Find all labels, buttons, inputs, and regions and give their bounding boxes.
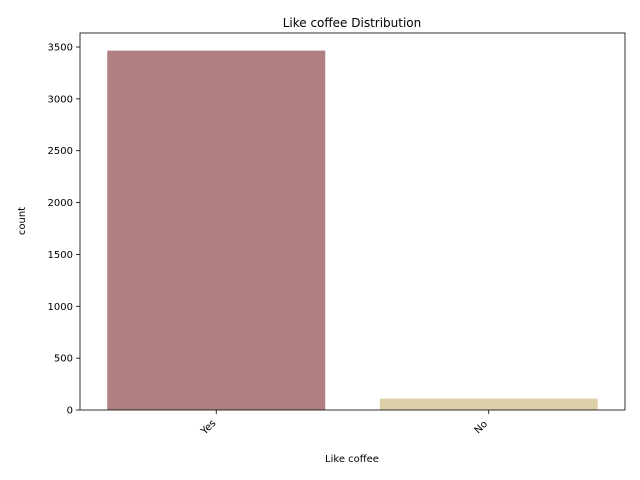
y-axis-label: count [17,207,28,235]
y-tick-label: 500 [54,354,73,365]
y-tick-label: 2000 [48,198,73,209]
plot-frame [79,32,626,411]
y-tick-label: 1000 [48,302,73,313]
bars-group [107,50,598,411]
y-tick-label: 3000 [48,94,73,105]
y-tick-label: 3500 [48,43,73,54]
x-axis: Yes No [199,410,490,438]
x-tick-label-no: No [473,419,490,436]
bar-yes [107,50,326,411]
y-axis: 0 500 1000 1500 2000 2500 3000 3500 [48,43,80,417]
x-axis-label: Like coffee [325,454,379,465]
y-tick-label: 0 [67,406,73,417]
x-tick-label-yes: Yes [199,418,219,438]
y-tick-label: 2500 [48,146,73,157]
bar-no [379,398,598,410]
y-tick-label: 1500 [48,250,73,261]
chart-title: Like coffee Distribution [283,16,422,30]
